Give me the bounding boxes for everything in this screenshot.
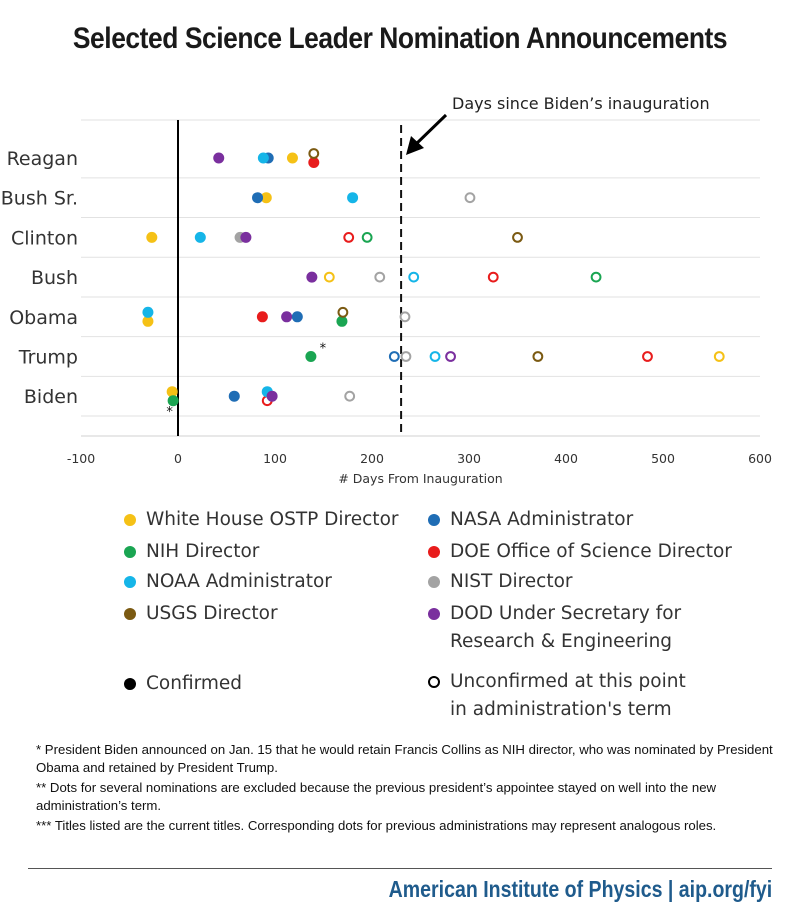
footnote-2: ** Dots for several nominations are excl… — [36, 780, 717, 813]
data-points — [142, 148, 725, 407]
reference-arrow-head — [406, 136, 424, 155]
x-tick-label: 0 — [174, 451, 182, 466]
data-point — [228, 390, 240, 402]
x-tick-label: 400 — [554, 451, 578, 466]
data-point — [374, 271, 386, 283]
data-point — [281, 311, 293, 323]
data-point — [256, 311, 268, 323]
data-point — [337, 306, 349, 318]
data-point — [713, 351, 725, 362]
x-tick-label: 200 — [360, 451, 384, 466]
legend-nih-label: NIH Director — [146, 541, 260, 562]
data-point — [286, 152, 298, 164]
data-point — [408, 271, 420, 283]
footer-divider — [28, 868, 772, 869]
gridlines — [81, 113, 760, 437]
data-point — [464, 192, 476, 204]
legend-ostp-swatch — [124, 514, 136, 526]
category-label: Obama — [9, 307, 78, 329]
data-point — [429, 351, 441, 362]
legend-confirmed-label: Confirmed — [146, 673, 243, 694]
footer-credit: American Institute of Physics | aip.org/… — [388, 876, 772, 902]
data-point — [257, 152, 269, 164]
legend-usgs-label: USGS Director — [146, 603, 278, 624]
axis-labels: Days since Biden’s inauguration -100 0 100 2… — [1, 94, 772, 486]
data-point — [336, 315, 348, 327]
data-point — [146, 231, 158, 243]
category-label: Trump — [18, 347, 78, 369]
data-point — [308, 148, 320, 159]
data-point — [642, 351, 653, 362]
annotation-asterisk: * — [320, 342, 327, 357]
legend-noaa-label: NOAA Administrator — [146, 571, 332, 592]
data-point — [213, 152, 225, 164]
scatter-chart: Days since Biden’s inauguration -100 0 100 2… — [1, 94, 772, 486]
legend-doe-swatch — [428, 546, 440, 558]
data-point — [306, 271, 318, 283]
footnote-3: *** Titles listed are the current titles… — [36, 818, 717, 833]
data-point — [400, 351, 412, 362]
data-point — [142, 315, 154, 327]
legend-nasa-label: NASA Administrator — [450, 509, 634, 530]
data-point — [142, 306, 154, 318]
data-point — [399, 311, 411, 323]
unconfirmed-swatch — [428, 676, 440, 688]
x-axis-label: # Days From Inauguration — [338, 471, 502, 486]
category-label: Bush Sr. — [1, 188, 78, 210]
legend-noaa-swatch — [124, 576, 136, 588]
legend-ostp-label: White House OSTP Director — [146, 509, 399, 530]
category-label: Bush — [31, 267, 78, 289]
data-point — [532, 351, 544, 362]
category-label: Biden — [24, 386, 78, 408]
legend-dod-label-line2: Research & Engineering — [450, 631, 673, 652]
data-point — [487, 271, 499, 283]
data-point — [252, 192, 264, 204]
data-point — [194, 231, 206, 243]
legend-doe-label: DOE Office of Science Director — [450, 541, 732, 562]
data-point — [347, 192, 359, 204]
chart-title: Selected Science Leader Nomination Annou… — [72, 22, 728, 55]
data-point — [260, 192, 272, 204]
legend-usgs-swatch — [124, 608, 136, 620]
footnote-1: * President Biden announced on Jan. 15 t… — [36, 742, 773, 775]
data-point — [291, 311, 303, 323]
legend-unconfirmed-line1: Unconfirmed at this point — [450, 671, 686, 692]
data-point — [388, 351, 400, 362]
data-point — [512, 232, 523, 243]
data-point — [240, 231, 252, 243]
data-point — [166, 386, 178, 398]
category-label: Reagan — [7, 148, 78, 170]
legend-nist-swatch — [428, 576, 440, 588]
x-tick-label: 500 — [651, 451, 675, 466]
x-tick-label: -100 — [67, 451, 95, 466]
data-point — [343, 232, 355, 243]
x-tick-label: 600 — [748, 451, 772, 466]
x-tick-label: 300 — [457, 451, 481, 466]
legend-nist-label: NIST Director — [450, 571, 573, 592]
data-point — [266, 390, 278, 402]
reference-line-label: Days since Biden’s inauguration — [452, 94, 710, 113]
data-point — [323, 271, 335, 283]
legend-nasa-swatch — [428, 514, 440, 526]
data-point — [305, 351, 317, 362]
data-point — [361, 232, 373, 243]
legend-nih-swatch — [124, 546, 136, 558]
legend-unconfirmed-line2: in administration's term — [450, 699, 672, 720]
data-point — [445, 351, 456, 362]
data-point — [590, 271, 602, 283]
annotation-asterisk: * — [166, 405, 173, 420]
legend-dod-label-line1: DOD Under Secretary for — [450, 603, 682, 624]
data-point — [344, 390, 356, 402]
category-label: Clinton — [11, 227, 78, 249]
data-point — [167, 395, 179, 407]
data-point — [308, 157, 320, 168]
x-tick-label: 100 — [263, 451, 287, 466]
confirmed-swatch — [124, 678, 136, 690]
legend-dod-swatch — [428, 608, 440, 620]
reference-arrow-shaft — [412, 113, 448, 148]
